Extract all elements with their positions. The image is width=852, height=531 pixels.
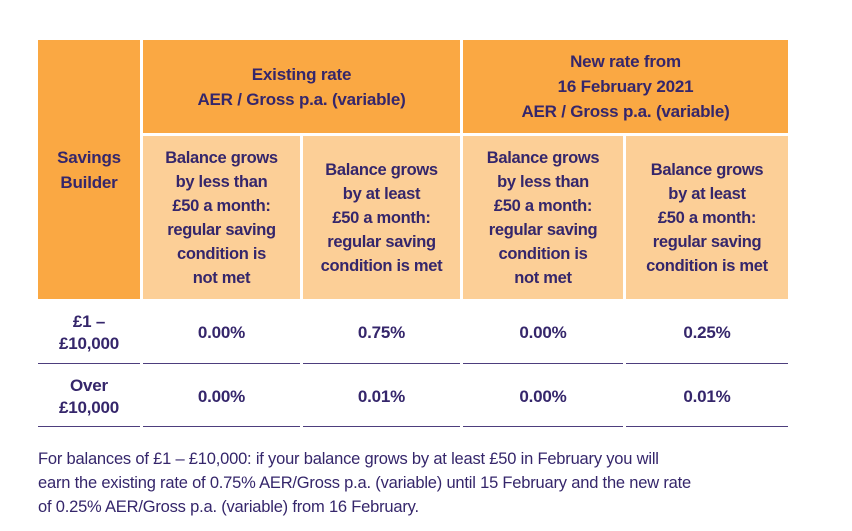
tier-1-existing-not-met-rate: 0.00% [143,302,300,364]
tier-2-new-met-rate: 0.01% [626,367,788,427]
existing-condition-not-met-header: Balance grows by less than £50 a month: … [143,136,300,299]
new-condition-not-met-header: Balance grows by less than £50 a month: … [463,136,623,299]
tier-1-new-not-met-rate: 0.00% [463,302,623,364]
tier-1-new-met-rate: 0.25% [626,302,788,364]
existing-condition-met-header: Balance grows by at least £50 a month: r… [303,136,460,299]
tier-2-label: Over £10,000 [38,367,140,427]
new-condition-met-header: Balance grows by at least £50 a month: r… [626,136,788,299]
tier-2-existing-not-met-rate: 0.00% [143,367,300,427]
tier-1-label: £1 – £10,000 [38,302,140,364]
footnote: For balances of £1 – £10,000: if your ba… [38,450,691,516]
tier-2-new-not-met-rate: 0.00% [463,367,623,427]
existing-rate-group-header: Existing rate AER / Gross p.a. (variable… [143,40,460,133]
new-rate-group-header: New rate from 16 February 2021 AER / Gro… [463,40,788,133]
savings-rates-table: Savings Builder Existing rate AER / Gros… [38,40,788,427]
product-name-cell: Savings Builder [38,40,140,299]
tier-1-existing-met-rate: 0.75% [303,302,460,364]
tier-2-existing-met-rate: 0.01% [303,367,460,427]
